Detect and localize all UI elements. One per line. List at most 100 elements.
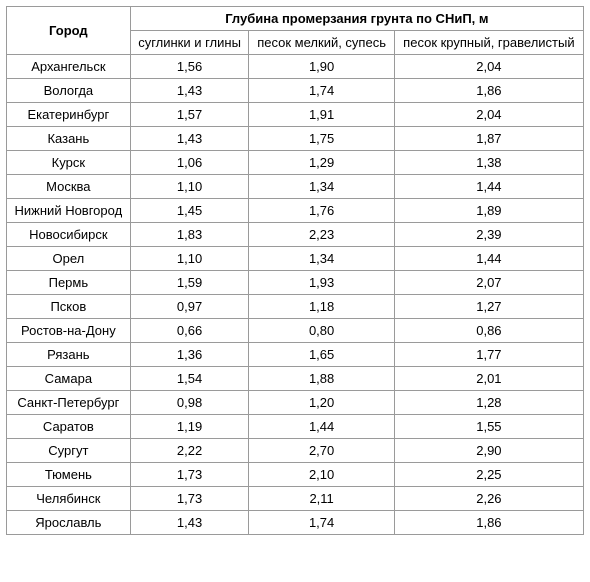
value-cell: 1,43: [130, 79, 249, 103]
table-row: Псков0,971,181,27: [7, 295, 584, 319]
city-cell: Саратов: [7, 415, 131, 439]
value-cell: 1,91: [249, 103, 394, 127]
city-cell: Ярославль: [7, 511, 131, 535]
city-cell: Псков: [7, 295, 131, 319]
value-cell: 1,56: [130, 55, 249, 79]
value-cell: 1,55: [394, 415, 583, 439]
value-cell: 2,10: [249, 463, 394, 487]
value-cell: 2,25: [394, 463, 583, 487]
value-cell: 1,18: [249, 295, 394, 319]
value-cell: 0,66: [130, 319, 249, 343]
city-cell: Санкт-Петербург: [7, 391, 131, 415]
value-cell: 1,74: [249, 79, 394, 103]
table-row: Сургут2,222,702,90: [7, 439, 584, 463]
value-cell: 1,28: [394, 391, 583, 415]
city-cell: Москва: [7, 175, 131, 199]
value-cell: 1,44: [394, 247, 583, 271]
value-cell: 1,10: [130, 175, 249, 199]
value-cell: 2,01: [394, 367, 583, 391]
value-cell: 1,20: [249, 391, 394, 415]
value-cell: 2,70: [249, 439, 394, 463]
table-row: Самара1,541,882,01: [7, 367, 584, 391]
value-cell: 1,73: [130, 487, 249, 511]
city-cell: Рязань: [7, 343, 131, 367]
table-row: Нижний Новгород1,451,761,89: [7, 199, 584, 223]
table-row: Вологда1,431,741,86: [7, 79, 584, 103]
city-cell: Курск: [7, 151, 131, 175]
value-cell: 1,59: [130, 271, 249, 295]
value-cell: 2,04: [394, 103, 583, 127]
value-cell: 1,87: [394, 127, 583, 151]
table-row: Тюмень1,732,102,25: [7, 463, 584, 487]
value-cell: 0,98: [130, 391, 249, 415]
value-cell: 1,75: [249, 127, 394, 151]
table-row: Орел1,101,341,44: [7, 247, 584, 271]
city-cell: Челябинск: [7, 487, 131, 511]
city-cell: Орел: [7, 247, 131, 271]
table-body: Архангельск1,561,902,04Вологда1,431,741,…: [7, 55, 584, 535]
value-cell: 2,22: [130, 439, 249, 463]
value-cell: 0,97: [130, 295, 249, 319]
city-cell: Казань: [7, 127, 131, 151]
city-cell: Вологда: [7, 79, 131, 103]
value-cell: 1,65: [249, 343, 394, 367]
city-cell: Екатеринбург: [7, 103, 131, 127]
city-cell: Тюмень: [7, 463, 131, 487]
table-row: Казань1,431,751,87: [7, 127, 584, 151]
city-cell: Нижний Новгород: [7, 199, 131, 223]
value-cell: 1,34: [249, 247, 394, 271]
value-cell: 1,43: [130, 127, 249, 151]
value-cell: 1,43: [130, 511, 249, 535]
city-cell: Ростов-на-Дону: [7, 319, 131, 343]
value-cell: 2,07: [394, 271, 583, 295]
city-cell: Пермь: [7, 271, 131, 295]
value-cell: 2,26: [394, 487, 583, 511]
value-cell: 1,44: [249, 415, 394, 439]
value-cell: 1,93: [249, 271, 394, 295]
value-cell: 1,76: [249, 199, 394, 223]
value-cell: 1,74: [249, 511, 394, 535]
table-row: Москва1,101,341,44: [7, 175, 584, 199]
value-cell: 1,86: [394, 511, 583, 535]
table-row: Санкт-Петербург0,981,201,28: [7, 391, 584, 415]
table-row: Новосибирск1,832,232,39: [7, 223, 584, 247]
value-cell: 1,10: [130, 247, 249, 271]
value-cell: 1,57: [130, 103, 249, 127]
value-cell: 1,34: [249, 175, 394, 199]
table-row: Ярославль1,431,741,86: [7, 511, 584, 535]
value-cell: 1,06: [130, 151, 249, 175]
value-cell: 1,19: [130, 415, 249, 439]
value-cell: 1,36: [130, 343, 249, 367]
header-col-1: песок мелкий, супесь: [249, 31, 394, 55]
header-col-2: песок крупный, гравелистый: [394, 31, 583, 55]
table-row: Рязань1,361,651,77: [7, 343, 584, 367]
city-cell: Самара: [7, 367, 131, 391]
value-cell: 0,80: [249, 319, 394, 343]
value-cell: 1,83: [130, 223, 249, 247]
table-row: Архангельск1,561,902,04: [7, 55, 584, 79]
value-cell: 1,44: [394, 175, 583, 199]
table-row: Челябинск1,732,112,26: [7, 487, 584, 511]
header-col-0: суглинки и глины: [130, 31, 249, 55]
value-cell: 1,38: [394, 151, 583, 175]
city-cell: Архангельск: [7, 55, 131, 79]
value-cell: 2,23: [249, 223, 394, 247]
value-cell: 1,89: [394, 199, 583, 223]
city-cell: Сургут: [7, 439, 131, 463]
table-row: Екатеринбург1,571,912,04: [7, 103, 584, 127]
frost-depth-table: Город Глубина промерзания грунта по СНиП…: [6, 6, 584, 535]
value-cell: 2,90: [394, 439, 583, 463]
value-cell: 2,04: [394, 55, 583, 79]
value-cell: 1,77: [394, 343, 583, 367]
table-row: Ростов-на-Дону0,660,800,86: [7, 319, 584, 343]
table-row: Пермь1,591,932,07: [7, 271, 584, 295]
value-cell: 1,73: [130, 463, 249, 487]
value-cell: 1,86: [394, 79, 583, 103]
header-city: Город: [7, 7, 131, 55]
value-cell: 1,88: [249, 367, 394, 391]
value-cell: 1,45: [130, 199, 249, 223]
value-cell: 2,39: [394, 223, 583, 247]
header-span: Глубина промерзания грунта по СНиП, м: [130, 7, 583, 31]
value-cell: 1,27: [394, 295, 583, 319]
table-row: Саратов1,191,441,55: [7, 415, 584, 439]
